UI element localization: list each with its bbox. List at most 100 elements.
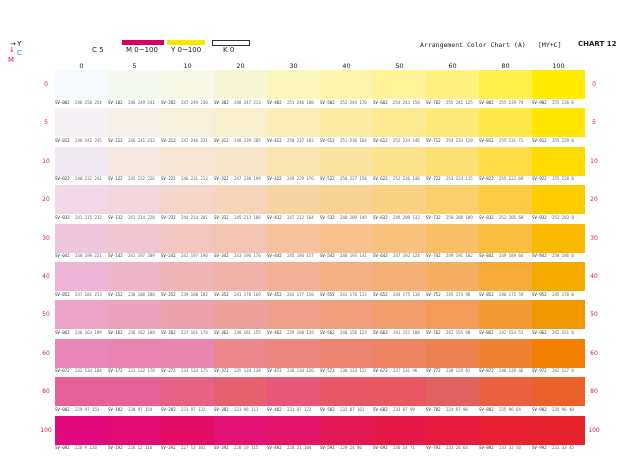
color-swatch — [267, 108, 320, 138]
swatch-rgb: 247 192 124 — [393, 253, 420, 259]
color-swatch — [55, 300, 108, 330]
swatch-code: SV-332 — [214, 214, 229, 220]
swatch-code: SV-742 — [426, 253, 441, 259]
swatch-code: SV-402 — [267, 99, 282, 105]
color-swatch — [373, 377, 426, 407]
row-label-left: 30 — [42, 234, 50, 242]
row-label-right: 10 — [590, 157, 598, 165]
swatch-rgb: 241 178 169 — [234, 291, 261, 297]
swatch-code: SV-202 — [161, 99, 176, 105]
row-label-left: 60 — [42, 349, 50, 357]
swatch-code: SV-342 — [214, 253, 229, 259]
swatch-rgb: 245 232 226 — [128, 176, 155, 182]
swatch-rgb: 244 214 201 — [181, 214, 208, 220]
swatch-rgb: 254 233 120 — [446, 137, 473, 143]
swatch-code: SV-002 — [55, 99, 70, 105]
swatch-code: SV-232 — [161, 214, 176, 220]
color-swatch — [426, 377, 479, 407]
swatch-code: SV-952 — [532, 291, 547, 297]
swatch-rgb: 246 171 59 — [499, 291, 524, 297]
swatch-rgb: 231 97 132 — [181, 406, 206, 412]
row-label-left: 0 — [44, 81, 48, 88]
swatch-rgb: 249 189 64 — [499, 253, 524, 259]
color-swatch — [214, 415, 267, 445]
color-swatch — [320, 70, 373, 99]
swatch-code: SV-092 — [55, 445, 70, 451]
swatch-rgb: 245 194 157 — [287, 253, 314, 259]
swatch-rgb: 245 213 186 — [234, 214, 261, 220]
swatch-rgb: 243 196 176 — [234, 253, 261, 259]
color-swatch — [426, 300, 479, 330]
color-swatch — [479, 415, 532, 445]
swatch-rgb: 229 24 86 — [340, 445, 362, 451]
swatch-rgb: 250 227 158 — [340, 176, 367, 182]
swatch-rgb: 249 191 102 — [446, 253, 473, 259]
swatch-code: SV-672 — [373, 368, 388, 374]
yellow-axis-arrow-icon: → — [10, 40, 16, 48]
swatch-code: SV-492 — [267, 445, 282, 451]
swatch-code: SV-352 — [214, 291, 229, 297]
swatch-code: SV-272 — [161, 368, 176, 374]
color-swatch — [426, 338, 479, 368]
color-swatch — [320, 223, 373, 253]
swatch-code: SV-512 — [320, 137, 335, 143]
swatch-code: SV-762 — [426, 329, 441, 335]
swatch-rgb: 242 177 150 — [287, 291, 314, 297]
color-swatch — [426, 223, 479, 253]
swatch-rgb: 236 162 188 — [128, 329, 155, 335]
color-swatch — [108, 146, 161, 176]
swatch-code: SV-712 — [426, 137, 441, 143]
swatch-rgb: 250 186 0 — [552, 253, 574, 259]
swatch-code: SV-682 — [373, 406, 388, 412]
swatch-code: SV-842 — [479, 253, 494, 259]
swatch-code: SV-052 — [55, 291, 70, 297]
chart-number: CHART 12 — [578, 40, 617, 48]
color-swatch — [532, 300, 585, 330]
color-swatch — [532, 146, 585, 176]
color-swatch — [267, 223, 320, 253]
swatch-code: SV-922 — [532, 176, 547, 182]
color-swatch — [214, 146, 267, 176]
swatch-rgb: 231 87 122 — [287, 406, 312, 412]
swatch-rgb: 227 13 101 — [181, 445, 206, 451]
column-header: 40 — [342, 62, 351, 70]
swatch-rgb: 247 212 164 — [287, 214, 314, 220]
swatch-rgb: 248 239 205 — [234, 137, 261, 143]
swatch-code: SV-132 — [108, 214, 123, 220]
swatch-code: SV-062 — [55, 329, 70, 335]
swatch-rgb: 240 232 241 — [75, 176, 102, 182]
swatch-code: SV-172 — [108, 368, 123, 374]
color-swatch — [108, 338, 161, 368]
swatch-rgb: 249 229 176 — [287, 176, 314, 182]
swatch-code: SV-792 — [426, 445, 441, 451]
swatch-rgb: 246 231 213 — [181, 176, 208, 182]
row-label-left: 50 — [42, 311, 50, 319]
swatch-rgb: 251 246 188 — [287, 99, 314, 105]
color-swatch — [214, 70, 267, 99]
color-swatch — [532, 415, 585, 445]
swatch-rgb: 235 96 64 — [499, 406, 521, 412]
swatch-rgb: 236 134 126 — [287, 368, 314, 374]
swatch-rgb: 237 131 96 — [393, 368, 418, 374]
swatch-rgb: 255 231 72 — [499, 137, 524, 143]
swatch-code: SV-612 — [373, 137, 388, 143]
color-swatch — [320, 377, 373, 407]
swatch-code: SV-902 — [532, 99, 547, 105]
color-swatch — [267, 146, 320, 176]
color-swatch — [267, 338, 320, 368]
color-swatch — [320, 300, 373, 330]
column-header: 50 — [395, 62, 404, 70]
swatch-rgb: 252 244 170 — [340, 99, 367, 105]
color-swatch — [373, 300, 426, 330]
swatch-code: SV-252 — [161, 291, 176, 297]
cyan-legend-label: C 5 — [92, 46, 104, 54]
swatch-code: SV-812 — [479, 137, 494, 143]
color-swatch — [532, 70, 585, 99]
chart-badge: [MY+C] — [538, 41, 562, 49]
chart-title: Arrangement Color Chart (A) — [420, 41, 526, 49]
color-swatch — [55, 262, 108, 291]
swatch-code: SV-862 — [479, 329, 494, 335]
color-swatch — [161, 185, 214, 215]
swatch-rgb: 246 250 254 — [75, 99, 102, 105]
swatch-rgb: 242 155 90 — [446, 329, 471, 335]
